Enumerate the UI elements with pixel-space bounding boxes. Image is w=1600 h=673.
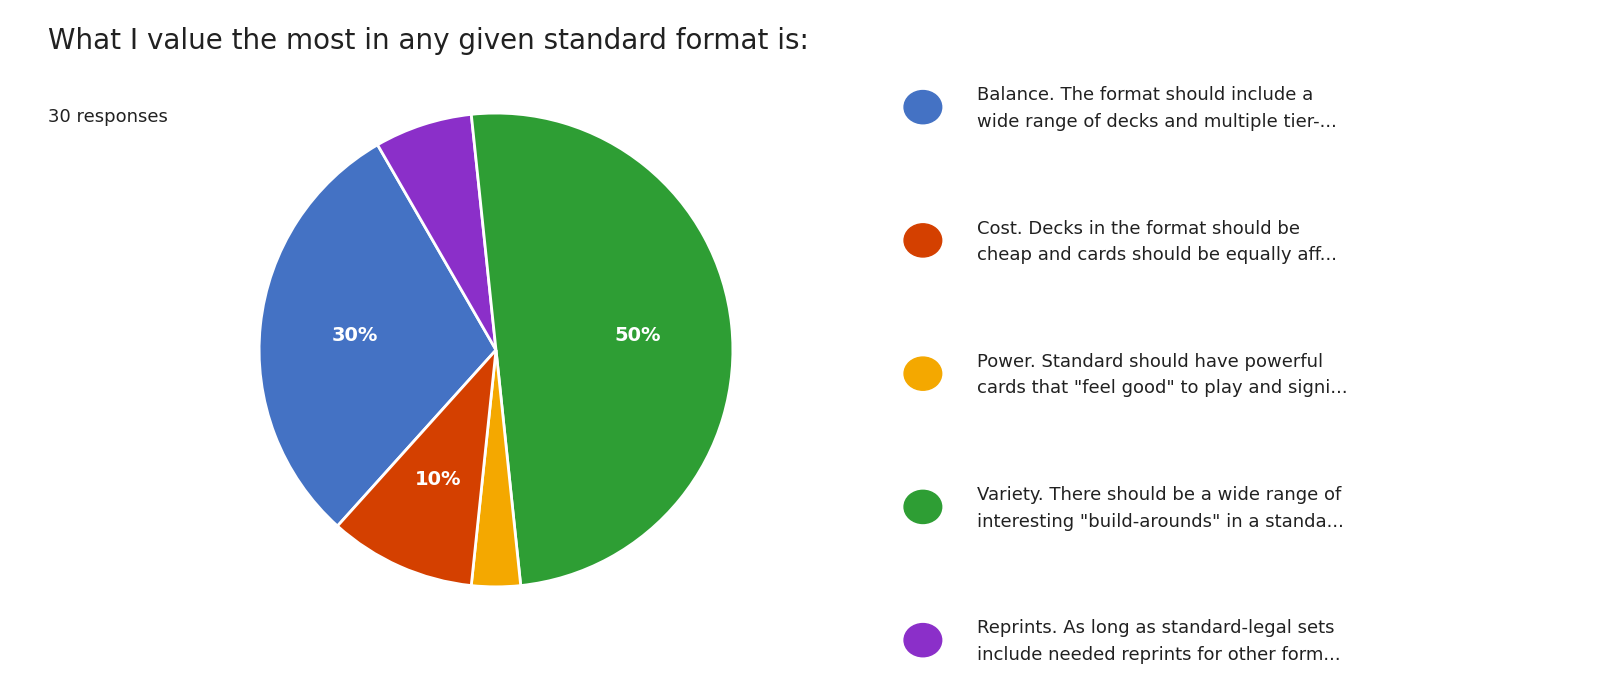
Circle shape (904, 357, 942, 390)
Wedge shape (472, 350, 520, 587)
Text: 30 responses: 30 responses (48, 108, 168, 126)
Text: Balance. The format should include a
wide range of decks and multiple tier-...: Balance. The format should include a wid… (976, 86, 1336, 131)
Text: Cost. Decks in the format should be
cheap and cards should be equally aff...: Cost. Decks in the format should be chea… (976, 219, 1336, 264)
Text: 50%: 50% (614, 326, 661, 345)
Text: 10%: 10% (414, 470, 461, 489)
Wedge shape (472, 113, 733, 586)
Wedge shape (259, 145, 496, 526)
Circle shape (904, 224, 942, 257)
Wedge shape (338, 350, 496, 586)
Text: 30%: 30% (331, 326, 378, 345)
Text: Power. Standard should have powerful
cards that "feel good" to play and signi...: Power. Standard should have powerful car… (976, 353, 1347, 397)
Circle shape (904, 491, 942, 524)
Wedge shape (378, 114, 496, 350)
Text: What I value the most in any given standard format is:: What I value the most in any given stand… (48, 27, 810, 55)
Circle shape (904, 624, 942, 657)
Circle shape (904, 91, 942, 124)
Text: Reprints. As long as standard-legal sets
include needed reprints for other form.: Reprints. As long as standard-legal sets… (976, 619, 1341, 664)
Text: Variety. There should be a wide range of
interesting "build-arounds" in a standa: Variety. There should be a wide range of… (976, 486, 1344, 530)
